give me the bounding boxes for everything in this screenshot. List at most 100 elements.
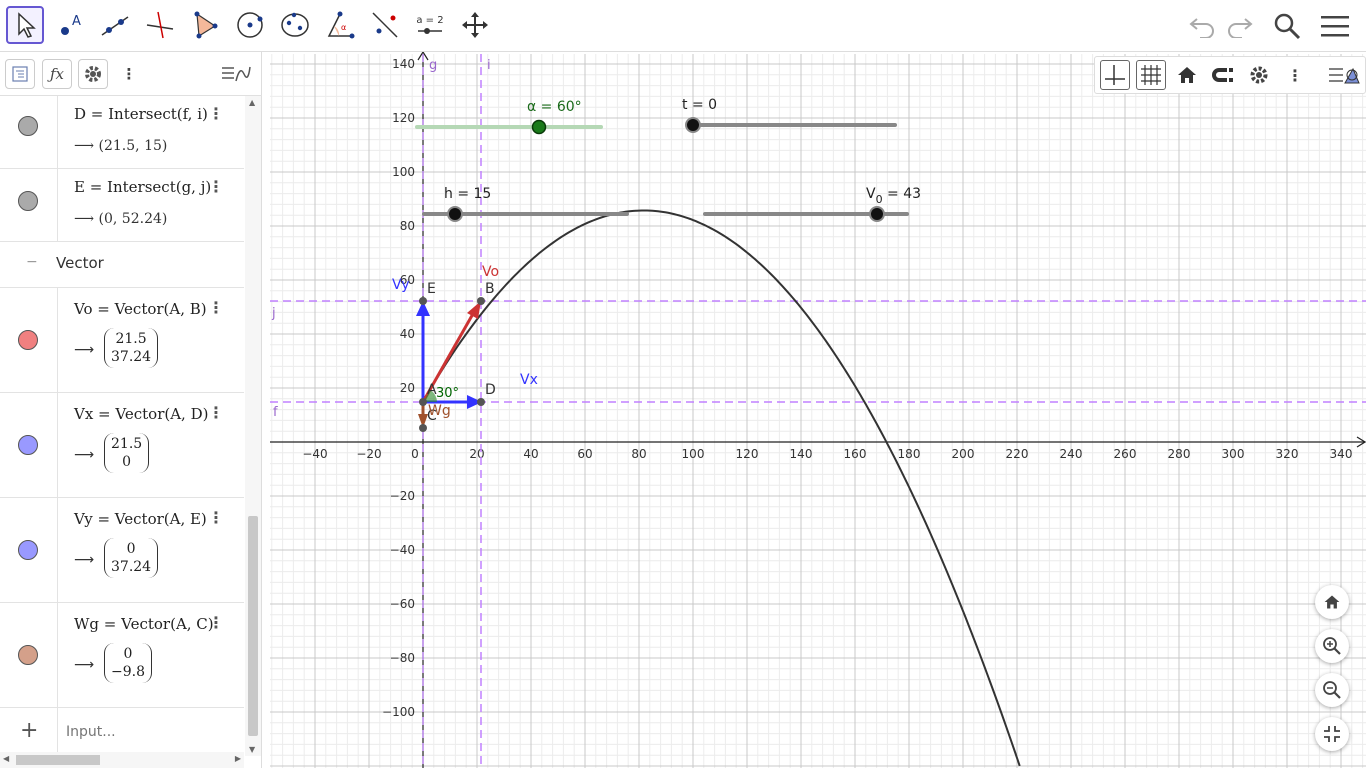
visibility-toggle-Vy[interactable] <box>18 540 38 560</box>
zoom-out-button[interactable] <box>1315 673 1349 707</box>
x-tick-label: 120 <box>736 447 759 461</box>
more-vertical-icon: ⋮ <box>1287 65 1303 85</box>
conic-tool-button[interactable] <box>276 6 314 44</box>
toggle-grid-button[interactable] <box>1136 60 1166 90</box>
point-C[interactable] <box>419 424 427 432</box>
label-i: i <box>487 58 491 73</box>
polygon-icon <box>194 11 218 39</box>
polygon-tool-button[interactable] <box>186 6 224 44</box>
algebra-row-D[interactable]: D = Intersect(f, i) ⋮ ⟶ (21.5, 15) <box>0 96 244 169</box>
algebra-view: ƒx ⋮ D = Intersect(f, i) ⋮ ⟶ (21.5, 15) … <box>0 52 262 768</box>
perpendicular-tool-button[interactable] <box>141 6 179 44</box>
algebra-more-button[interactable]: ⋮ <box>114 59 144 89</box>
slider-alpha[interactable]: α = 60° <box>415 99 603 135</box>
algebra-row-Vx[interactable]: Vx = Vector(A, D) ⋮ ⟶ 21.5 0 <box>0 393 244 498</box>
reflect-tool-button[interactable] <box>366 6 404 44</box>
y-tick-label: 100 <box>392 165 415 179</box>
point-capturing-button[interactable] <box>1208 60 1238 90</box>
toggle-axes-button[interactable] <box>1100 60 1130 90</box>
zoom-in-button[interactable] <box>1315 629 1349 663</box>
algebra-horizontal-scrollbar[interactable]: ◀ ▶ <box>0 752 244 768</box>
slider-tool-button[interactable]: a = 2 <box>411 6 449 44</box>
graphics-settings-button[interactable] <box>1244 60 1274 90</box>
point-E[interactable] <box>419 297 427 305</box>
graphics-style-toggle[interactable] <box>1325 60 1363 90</box>
point-B[interactable] <box>477 297 485 305</box>
row-menu-icon[interactable]: ⋮ <box>208 177 224 196</box>
definition-Vx[interactable]: Vx = Vector(A, D) <box>74 405 209 423</box>
redo-button[interactable] <box>1222 9 1256 43</box>
slider-t[interactable]: t = 0 <box>682 97 897 133</box>
scroll-thumb[interactable] <box>248 516 258 736</box>
point-D[interactable] <box>477 398 485 406</box>
vector-value-Vx: 21.5 0 <box>104 433 150 473</box>
trajectory-curve[interactable] <box>422 209 1021 767</box>
visibility-toggle-Wg[interactable] <box>18 645 38 665</box>
point-A[interactable] <box>419 398 427 406</box>
algebra-sort-button[interactable] <box>5 59 35 89</box>
algebra-row-Wg[interactable]: Wg = Vector(A, C) ⋮ ⟶ 0 −9.8 <box>0 603 244 708</box>
definition-Vy[interactable]: Vy = Vector(A, E) <box>74 510 207 528</box>
main-menu-button[interactable] <box>1318 9 1352 43</box>
line-tool-button[interactable] <box>96 6 134 44</box>
row-menu-icon[interactable]: ⋮ <box>208 508 224 527</box>
definition-D[interactable]: D = Intersect(f, i) <box>74 105 208 123</box>
algebra-input[interactable] <box>66 720 226 744</box>
x-tick-label: −40 <box>302 447 327 461</box>
scroll-right-icon[interactable]: ▶ <box>234 754 241 763</box>
visibility-column <box>0 288 58 392</box>
slider-alpha-knob[interactable] <box>531 119 547 135</box>
definition-Wg[interactable]: Wg = Vector(A, C) <box>74 615 214 633</box>
angle-tool-button[interactable]: α <box>321 6 359 44</box>
standard-view-button[interactable] <box>1172 60 1202 90</box>
slider-h-knob[interactable] <box>447 206 463 222</box>
algebra-row-Vo[interactable]: Vo = Vector(A, B) ⋮ ⟶ 21.5 37.24 <box>0 288 244 393</box>
row-menu-icon[interactable]: ⋮ <box>208 613 224 632</box>
visibility-toggle-Vx[interactable] <box>18 435 38 455</box>
algebra-vertical-scrollbar[interactable]: ▲ ▼ <box>245 96 261 756</box>
slider-t-label: t = 0 <box>682 97 717 113</box>
slider-h[interactable]: h = 15 <box>422 186 629 222</box>
scroll-thumb-horizontal[interactable] <box>16 755 100 765</box>
visibility-toggle-E[interactable] <box>18 191 38 211</box>
search-button[interactable] <box>1270 9 1304 43</box>
row-menu-icon[interactable]: ⋮ <box>208 403 224 422</box>
view-toggle-icon <box>222 66 251 82</box>
move-tool-button[interactable] <box>6 6 44 44</box>
definition-Vo[interactable]: Vo = Vector(A, B) <box>74 300 207 318</box>
vector-group-header[interactable]: − Vector <box>0 242 244 288</box>
algebra-row-E[interactable]: E = Intersect(g, j) ⋮ ⟶ (0, 52.24) <box>0 169 244 242</box>
point-tool-button[interactable]: A <box>51 6 89 44</box>
fullscreen-exit-button[interactable] <box>1315 717 1349 751</box>
row-menu-icon[interactable]: ⋮ <box>208 104 224 123</box>
standard-view-float-button[interactable] <box>1315 585 1349 619</box>
slider-v0[interactable]: V0 = 43 <box>703 186 921 222</box>
scroll-down-icon[interactable]: ▼ <box>249 745 256 754</box>
algebra-settings-button[interactable] <box>78 59 108 89</box>
scroll-up-icon[interactable]: ▲ <box>249 98 256 107</box>
row-menu-icon[interactable]: ⋮ <box>208 298 224 317</box>
algebra-view-toggle[interactable] <box>218 59 254 89</box>
undo-button[interactable] <box>1186 9 1220 43</box>
move-graphics-tool-button[interactable] <box>456 6 494 44</box>
vector-Vo[interactable] <box>421 311 476 403</box>
collapse-icon[interactable]: − <box>26 254 38 270</box>
label-Vy: Vy <box>392 277 410 293</box>
algebra-input-row[interactable]: + <box>0 708 244 756</box>
x-tick-label: 40 <box>523 447 538 461</box>
point-icon: A <box>61 14 81 35</box>
circle-tool-button[interactable] <box>231 6 269 44</box>
slider-t-knob[interactable] <box>685 117 701 133</box>
visibility-toggle-Vo[interactable] <box>18 330 38 350</box>
visibility-toggle-D[interactable] <box>18 116 38 136</box>
line-icon <box>101 16 129 36</box>
algebra-description-button[interactable]: ƒx <box>42 59 72 89</box>
y-tick-label: 40 <box>400 327 415 341</box>
scroll-left-icon[interactable]: ◀ <box>3 754 10 763</box>
algebra-row-Vy[interactable]: Vy = Vector(A, E) ⋮ ⟶ 0 37.24 <box>0 498 244 603</box>
add-icon[interactable]: + <box>20 718 39 743</box>
graphics-more-button[interactable]: ⋮ <box>1280 60 1310 90</box>
slider-v0-knob[interactable] <box>869 206 885 222</box>
definition-E[interactable]: E = Intersect(g, j) <box>74 178 212 196</box>
graphics-view[interactable]: −40 −20 0 20 40 60 80 100 120 140 160 180 200 220 240 2… <box>263 52 1366 768</box>
